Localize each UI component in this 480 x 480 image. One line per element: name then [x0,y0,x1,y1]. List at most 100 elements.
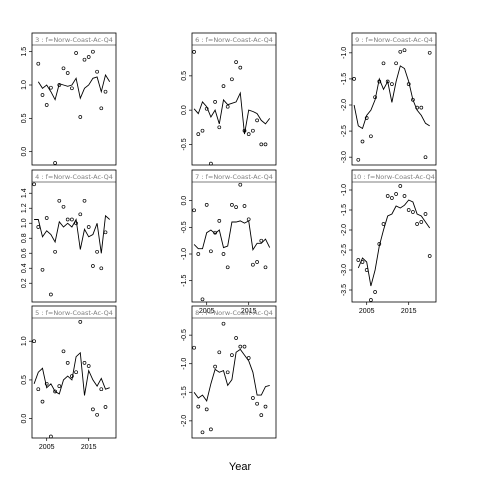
data-point [221,84,226,88]
data-point [65,71,70,75]
data-point [238,182,243,187]
y-tick-label: -3.5 [341,284,348,296]
panel-frame [351,169,437,303]
data-point [356,258,361,262]
data-point [196,252,201,256]
data-point [221,321,226,326]
data-point [259,238,264,243]
data-point [423,155,428,160]
data-point [44,216,49,220]
data-point [398,49,403,54]
data-point [44,381,49,386]
data-point [415,222,419,226]
series-line [357,199,431,287]
data-point [402,194,407,198]
y-tick-label: 1.0 [21,336,28,346]
y-tick-label: -1.5 [341,204,348,216]
data-point [411,210,415,214]
data-point [49,85,53,90]
panel-frame [31,169,117,303]
y-tick-label: -2.0 [341,224,348,236]
data-point [251,262,255,267]
data-point [86,225,91,229]
y-tick-label: -1.5 [181,386,188,398]
panel-title: 4 : f=Norw-Coast-Ac-Q4 [35,173,113,181]
series-line [34,214,110,254]
data-point [259,142,264,147]
data-point [242,128,247,133]
data-point [242,204,247,208]
data-point [419,220,424,224]
data-point [74,221,78,226]
data-point [86,55,91,59]
data-point [255,118,259,123]
panel-frame [191,305,277,439]
panel-frame [351,32,437,166]
data-point [415,105,419,110]
y-tick-label: 0.4 [21,263,28,273]
data-point [49,434,53,439]
data-point [53,249,57,254]
data-point [209,161,213,166]
x-tick-label: 2015 [81,444,97,451]
data-point [53,161,57,165]
data-point [57,384,62,388]
panel-title: 10 : f=Norw-Coast-Ac-Q4 [353,173,435,181]
series-line [193,91,271,135]
panel-5: 8 : f=Norw-Coast-Ac-Q4 -2.0 -1.5 -1.0 -0.5 [181,305,277,439]
data-point [49,292,53,297]
data-point [390,196,394,200]
data-point [394,61,398,66]
panel-3: 6 : f=Norw-Coast-Ac-Q4 -0.5 0.0 0.5 [181,32,277,166]
data-point [95,249,99,254]
data-point [91,49,95,54]
data-point [74,51,78,55]
panel-1: 4 : f=Norw-Coast-Ac-Q4 0.2 0.4 0.6 0.8 1.0 1.2… [21,169,117,303]
y-tick-label: -2.0 [181,415,188,427]
data-point [78,115,83,119]
data-point [230,203,234,207]
data-point [234,60,238,64]
data-point [255,401,259,406]
data-point [82,361,87,365]
x-tick-label: 2005 [199,308,215,315]
panel-0: 3 : f=Norw-Coast-Ac-Q4 0.0 0.5 1.0 1.5 [21,32,117,166]
data-point [78,320,83,324]
data-point [40,399,45,404]
y-tick-label: -2.5 [341,125,348,137]
panel-frame [191,32,277,166]
panel-4: 7 : f=Norw-Coast-Ac-Q4 -1.5 -1.0 -0.5 0.0 200… [181,169,277,315]
data-point [259,413,264,417]
data-point [91,407,95,412]
data-point [263,404,268,409]
panel-7: 10 : f=Norw-Coast-Ac-Q4 -3.5 -3.0 -2.5 -2.0 -… [341,169,437,315]
data-point [238,65,243,70]
panel-title: 5 : f=Norw-Coast-Ac-Q4 [35,309,113,317]
data-point [82,198,87,203]
y-tick-label: -1.5 [341,73,348,85]
y-tick-label: 1.4 [21,188,28,198]
y-tick-label: 0.0 [181,196,188,206]
data-point [381,61,386,66]
data-point [40,267,45,272]
data-point [200,430,205,435]
data-point [217,125,222,130]
series-line [193,348,270,402]
data-point [263,142,268,147]
y-tick-label: -1.5 [181,275,188,287]
data-point [61,66,66,71]
data-point [99,266,104,271]
y-tick-label: 0.0 [21,147,28,157]
data-point [225,104,230,109]
data-point [57,83,62,87]
panel-6: 9 : f=Norw-Coast-Ac-Q4 -3.0 -2.5 -2.0 -1.5 -1… [341,32,437,166]
data-point [251,128,255,133]
data-point [225,265,230,270]
data-point [103,230,108,235]
series-line [33,351,110,396]
data-point [44,103,49,107]
x-tick-label: 2005 [359,308,375,315]
data-point [213,100,217,104]
y-tick-label: 1.0 [21,80,28,90]
